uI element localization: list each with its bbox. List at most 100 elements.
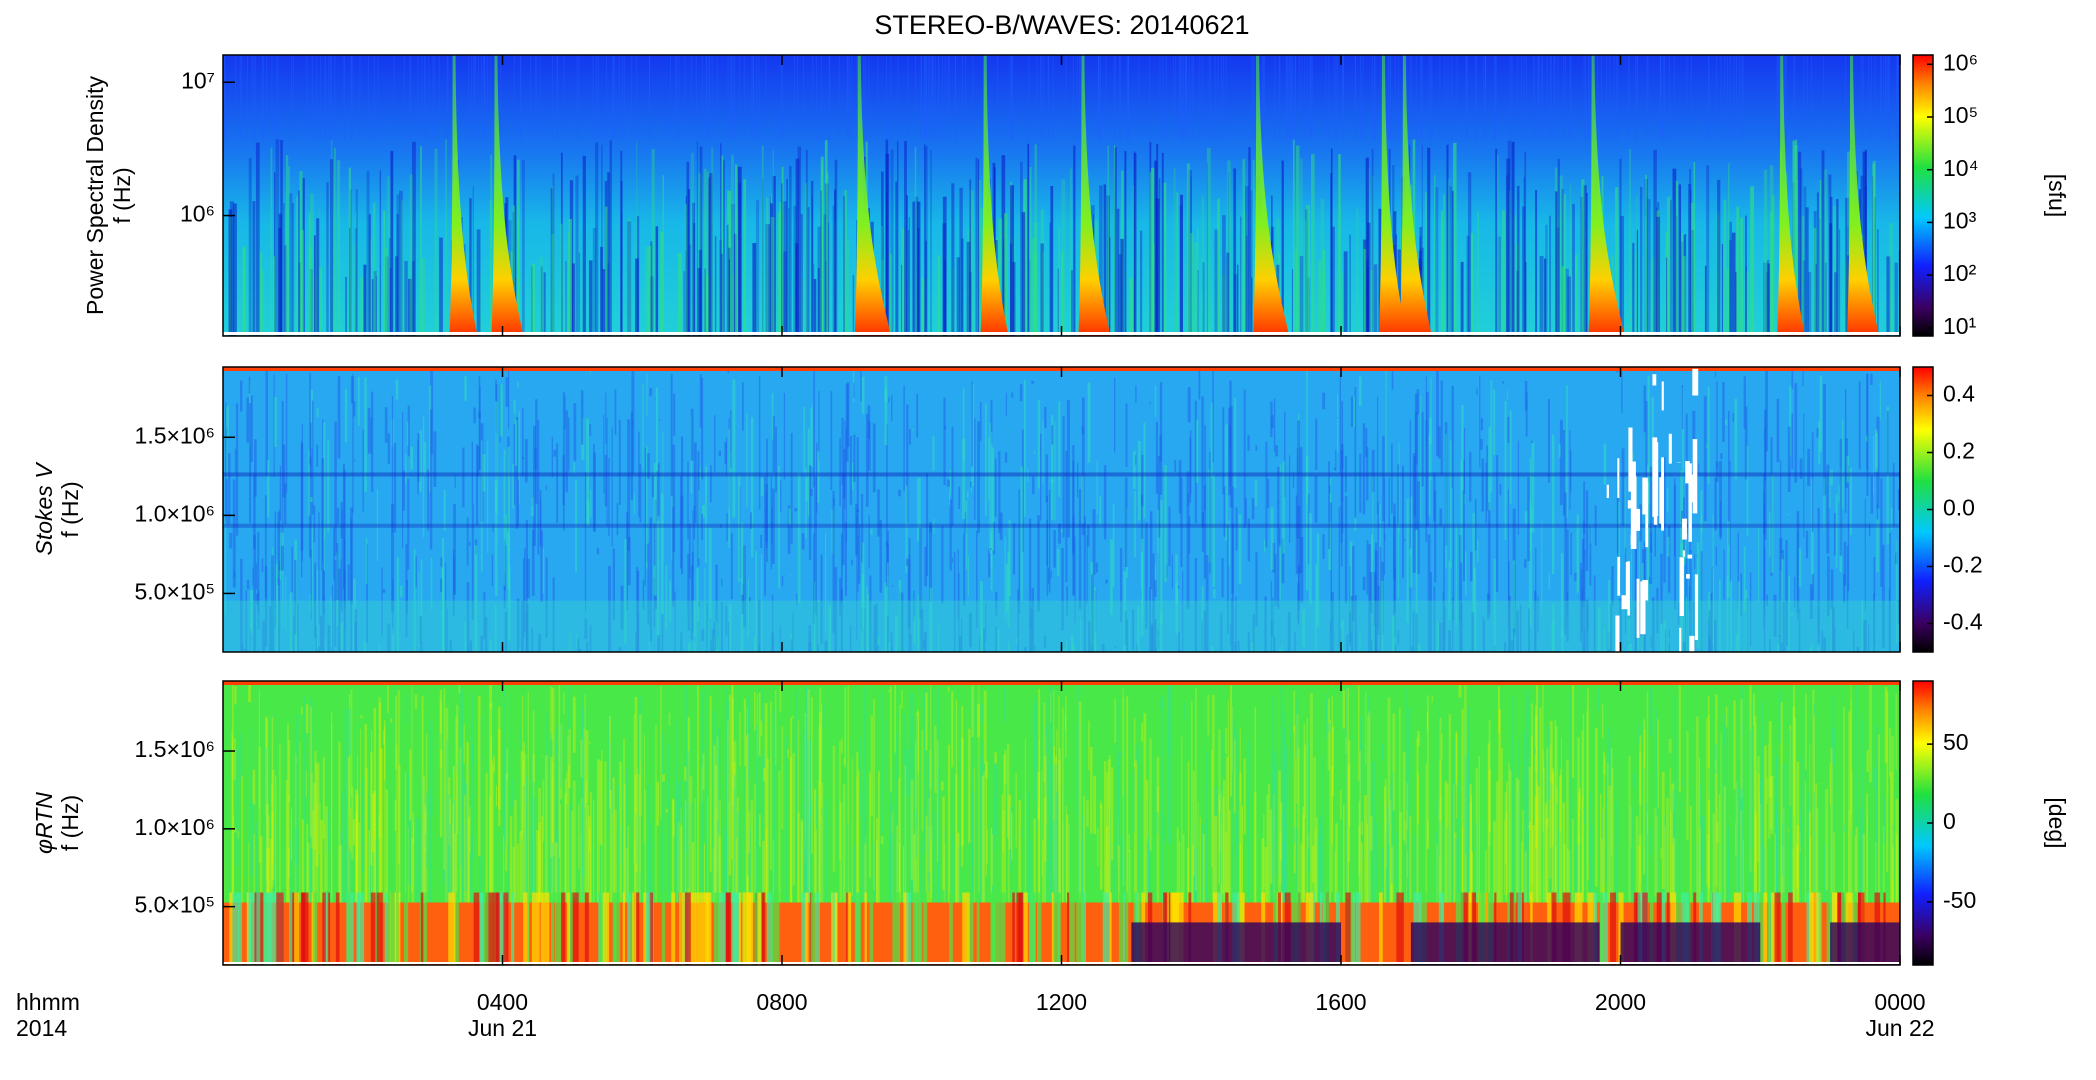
streak <box>633 714 635 863</box>
streak <box>702 504 705 518</box>
streak <box>1842 573 1846 603</box>
chart-title: STEREO-B/WAVES: 20140621 <box>874 10 1249 40</box>
streak <box>1777 643 1780 652</box>
streak <box>1770 211 1774 336</box>
streak <box>1729 221 1732 336</box>
low-streak <box>815 892 820 965</box>
streak <box>1554 55 1556 140</box>
streak <box>790 717 793 909</box>
streak <box>568 684 570 765</box>
streak <box>310 193 314 336</box>
spectrogram-texture <box>223 367 1900 652</box>
streak <box>1776 813 1779 924</box>
streak <box>1011 55 1013 140</box>
streak <box>1745 589 1748 652</box>
streak <box>614 55 616 140</box>
streak <box>1875 760 1879 915</box>
streak <box>727 55 729 140</box>
low-streak <box>347 892 351 965</box>
streak <box>720 143 722 336</box>
streak <box>1799 458 1803 479</box>
streak <box>1656 587 1659 634</box>
burst <box>980 55 1009 336</box>
streak <box>771 595 774 652</box>
streak <box>1768 721 1772 798</box>
streak <box>415 817 418 965</box>
streak <box>1088 621 1091 652</box>
streak <box>254 439 257 497</box>
streak <box>352 373 354 513</box>
streak <box>1672 844 1674 894</box>
streak <box>290 808 292 861</box>
streak <box>1217 55 1219 140</box>
streak <box>670 55 672 140</box>
streak <box>1404 539 1406 542</box>
streak <box>295 715 299 965</box>
streak <box>923 639 926 649</box>
streak <box>233 738 236 781</box>
streak <box>1040 209 1044 336</box>
streak <box>733 740 737 911</box>
streak <box>439 700 443 768</box>
streak <box>257 591 260 630</box>
streak <box>224 55 226 140</box>
streak <box>772 176 776 336</box>
streak <box>998 218 1003 336</box>
streak <box>578 252 581 336</box>
streak <box>353 244 356 336</box>
streak <box>490 736 493 936</box>
streak <box>231 730 233 965</box>
low-streak <box>1345 892 1351 965</box>
streak <box>1373 264 1378 336</box>
streak <box>985 763 987 877</box>
streak <box>564 778 567 965</box>
streak <box>1628 592 1630 652</box>
streak <box>653 578 656 628</box>
gap <box>1692 439 1698 514</box>
streak <box>1475 55 1477 140</box>
streak <box>929 525 933 533</box>
streak <box>678 55 680 140</box>
streak <box>1466 235 1470 336</box>
streak <box>597 759 600 965</box>
streak <box>453 503 456 595</box>
streak <box>1124 610 1127 646</box>
streak <box>1471 611 1475 652</box>
streak <box>1023 379 1026 517</box>
streak <box>734 164 738 336</box>
streak <box>913 615 916 644</box>
streak <box>1608 579 1611 650</box>
streak <box>1740 788 1743 965</box>
streak <box>1736 800 1738 965</box>
streak <box>1653 149 1657 336</box>
streak <box>1621 370 1623 414</box>
streak <box>1389 55 1391 140</box>
low-streak <box>646 892 653 965</box>
streak <box>816 794 818 927</box>
streak <box>820 704 823 864</box>
streak <box>489 200 493 336</box>
streak <box>506 748 508 780</box>
streak <box>1518 740 1520 949</box>
streak <box>1308 513 1312 604</box>
streak <box>844 190 847 336</box>
streak <box>299 742 301 965</box>
streak <box>1387 55 1389 140</box>
streak <box>1048 762 1051 957</box>
streak <box>1672 790 1676 903</box>
streak <box>1036 55 1038 140</box>
streak <box>653 523 656 566</box>
streak <box>472 186 474 336</box>
streak <box>315 763 319 867</box>
streak <box>898 778 901 965</box>
streak <box>262 55 264 140</box>
streak <box>1585 55 1587 140</box>
x-tick-label: 1600 <box>1315 989 1366 1015</box>
streak <box>1284 746 1288 965</box>
streak <box>917 477 920 542</box>
streak <box>1505 175 1509 336</box>
streak <box>1137 749 1139 965</box>
streak <box>1805 530 1809 559</box>
streak <box>296 758 298 763</box>
streak <box>978 757 982 964</box>
